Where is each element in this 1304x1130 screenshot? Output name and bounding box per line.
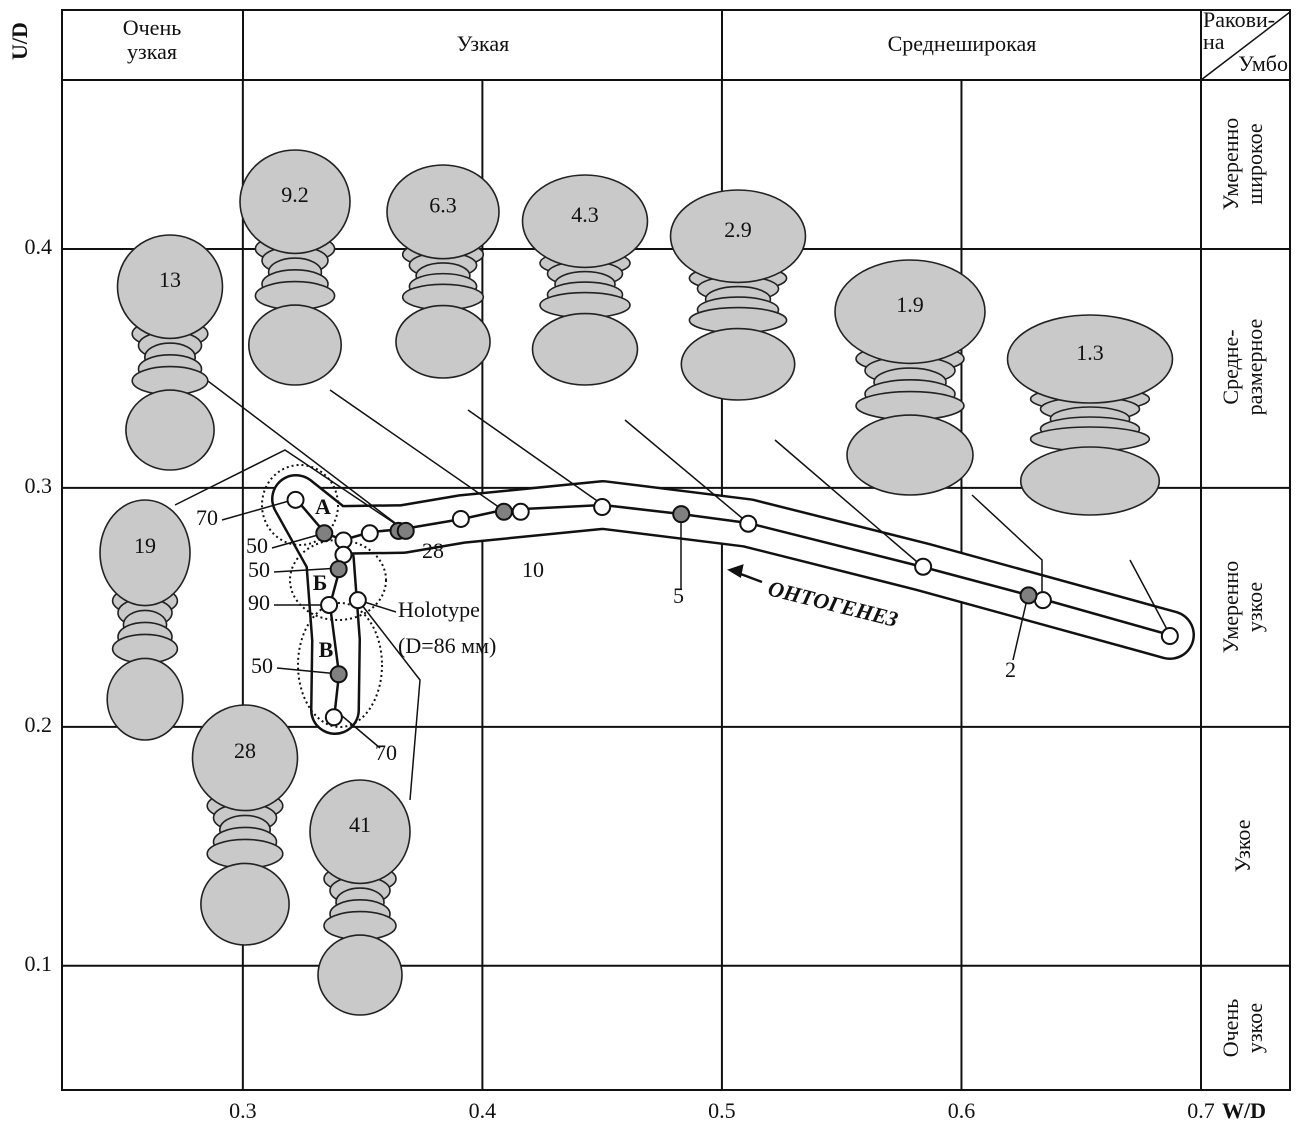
y-tick-label: 0.4 <box>25 234 53 259</box>
shell-diameter: 28 <box>234 738 256 763</box>
point-label: Б <box>313 570 328 595</box>
shell-diameter: 9.2 <box>281 182 309 207</box>
point-label: 2 <box>1005 657 1016 682</box>
point-label: 50 <box>251 653 273 678</box>
leader-line <box>358 600 420 800</box>
shell-whorl <box>396 306 490 378</box>
width-class: Узкая <box>457 31 510 56</box>
x-tick-label: 0.7 <box>1187 1098 1215 1123</box>
x-axis-label: W/D <box>1222 1098 1266 1123</box>
shell-diameter: 6.3 <box>429 193 457 218</box>
data-point <box>316 525 332 541</box>
shell-whorl <box>107 658 183 740</box>
data-point <box>594 499 610 515</box>
shell-whorl <box>533 314 638 385</box>
data-point <box>496 504 512 520</box>
data-point <box>326 709 342 725</box>
shell-diameter: 1.9 <box>896 292 924 317</box>
chart: 0.30.40.50.60.70.10.20.30.4W/DU/DОченьуз… <box>0 0 1304 1130</box>
width-class: узкая <box>127 39 177 64</box>
shell-whorl <box>681 329 794 400</box>
point-label: 50 <box>248 557 270 582</box>
data-point <box>350 592 366 608</box>
point-label: 5 <box>673 583 684 608</box>
shell-diameter: 4.3 <box>571 202 599 227</box>
leader-line <box>330 390 503 510</box>
x-tick-label: 0.5 <box>708 1098 736 1123</box>
data-point <box>915 559 931 575</box>
shell-whorl <box>201 863 289 945</box>
x-tick-label: 0.4 <box>469 1098 497 1123</box>
data-point <box>321 597 337 613</box>
ontogeny-label: ОНТОГЕНЕЗ <box>766 575 901 631</box>
data-point <box>331 666 347 682</box>
umbo-class: узкое <box>1242 1003 1267 1053</box>
data-point <box>740 516 756 532</box>
point-label: 10 <box>522 557 544 582</box>
x-tick-label: 0.6 <box>948 1098 976 1123</box>
data-point <box>398 523 414 539</box>
data-point <box>513 504 529 520</box>
point-label: А <box>315 494 331 519</box>
data-point <box>1021 587 1037 603</box>
point-label: В <box>319 637 334 662</box>
shell-diameter: 1.3 <box>1076 340 1104 365</box>
data-point <box>362 525 378 541</box>
umbo-class: Умеренно <box>1218 118 1243 211</box>
x-tick-label: 0.3 <box>229 1098 257 1123</box>
point-label: Holotype <box>398 597 480 622</box>
umbo-class: узкое <box>1242 582 1267 632</box>
umbo-class: размерное <box>1242 319 1267 416</box>
corner-label: на <box>1203 29 1225 54</box>
point-label: 90 <box>248 590 270 615</box>
umbo-class: широкое <box>1242 123 1267 204</box>
width-class: Очень <box>123 15 182 40</box>
data-point <box>331 561 347 577</box>
shell-whorl <box>318 935 402 1015</box>
y-tick-label: 0.1 <box>25 951 53 976</box>
shell-diameter: 19 <box>134 533 156 558</box>
y-tick-label: 0.2 <box>25 712 53 737</box>
point-label: 50 <box>246 533 268 558</box>
umbo-class: Средне- <box>1218 329 1243 404</box>
umbo-class: Умеренно <box>1218 561 1243 654</box>
width-class: Среднеширокая <box>888 31 1037 56</box>
y-axis-label: U/D <box>7 22 32 60</box>
corner-label: Умбо <box>1238 51 1288 76</box>
umbo-class: Узкое <box>1230 820 1255 873</box>
shell-whorl <box>1021 447 1160 515</box>
point-label: (D=86 мм) <box>398 633 496 658</box>
shell-diameter: 13 <box>159 267 181 292</box>
ontogeny-arrow <box>730 566 762 582</box>
shell-whorl <box>847 415 973 495</box>
point-label: 28 <box>422 538 444 563</box>
umbo-class: Очень <box>1218 999 1243 1058</box>
point-label: 70 <box>196 505 218 530</box>
data-point <box>288 492 304 508</box>
shell-diameter: 41 <box>349 812 371 837</box>
data-point <box>453 511 469 527</box>
shell-whorl <box>249 305 341 385</box>
data-point <box>1162 628 1178 644</box>
shell-whorl <box>126 390 214 470</box>
point-label: 70 <box>375 740 397 765</box>
y-tick-label: 0.3 <box>25 473 53 498</box>
data-point <box>673 506 689 522</box>
shell-diameter: 2.9 <box>724 217 752 242</box>
